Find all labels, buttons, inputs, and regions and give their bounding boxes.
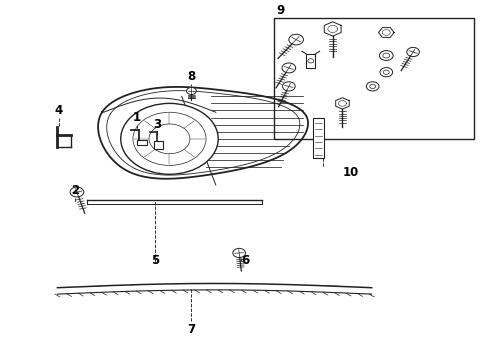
Polygon shape <box>336 98 349 109</box>
FancyBboxPatch shape <box>137 140 147 145</box>
Circle shape <box>233 248 245 258</box>
Text: 4: 4 <box>55 104 63 117</box>
Circle shape <box>187 87 196 95</box>
Circle shape <box>370 84 375 89</box>
Text: 7: 7 <box>187 323 196 336</box>
Circle shape <box>382 30 390 35</box>
Circle shape <box>379 50 393 60</box>
Circle shape <box>133 112 206 166</box>
FancyBboxPatch shape <box>306 54 315 68</box>
Circle shape <box>283 82 295 91</box>
Circle shape <box>308 59 314 63</box>
FancyBboxPatch shape <box>313 118 324 158</box>
Text: 8: 8 <box>187 70 196 83</box>
Text: 9: 9 <box>276 4 284 17</box>
Circle shape <box>70 187 84 197</box>
Text: 2: 2 <box>72 184 79 197</box>
Text: 5: 5 <box>151 254 159 267</box>
Text: 6: 6 <box>241 254 249 267</box>
Circle shape <box>289 34 303 45</box>
Circle shape <box>383 70 389 74</box>
Circle shape <box>380 68 392 77</box>
Circle shape <box>407 48 419 57</box>
Text: 3: 3 <box>153 118 161 131</box>
Circle shape <box>282 63 295 73</box>
Polygon shape <box>324 22 341 36</box>
FancyBboxPatch shape <box>274 18 474 139</box>
Circle shape <box>149 124 190 154</box>
Polygon shape <box>98 87 308 179</box>
Circle shape <box>383 53 390 58</box>
Text: 10: 10 <box>343 166 359 179</box>
Circle shape <box>367 82 379 91</box>
Polygon shape <box>378 28 394 37</box>
Text: 1: 1 <box>133 111 141 123</box>
FancyBboxPatch shape <box>154 141 163 149</box>
Circle shape <box>121 103 218 174</box>
